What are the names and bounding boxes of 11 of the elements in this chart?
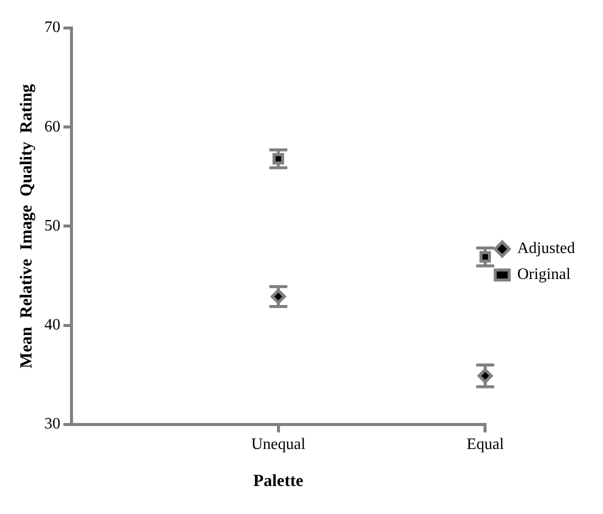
y-tick-label: 70	[44, 19, 60, 36]
y-tick-label: 60	[44, 118, 60, 136]
legend-label: Adjusted	[517, 240, 576, 258]
x-tick-label: Equal	[466, 436, 504, 454]
y-tick-label: 50	[44, 217, 60, 234]
y-tick-label: 30	[44, 416, 60, 433]
legend-label: Original	[517, 266, 572, 284]
x-axis-title: Palette	[253, 471, 304, 490]
y-tick-label: 40	[44, 316, 60, 334]
x-tick-label: Unequal	[251, 436, 306, 454]
y-axis-title: Mean Relative Image Quality Rating	[16, 84, 36, 368]
